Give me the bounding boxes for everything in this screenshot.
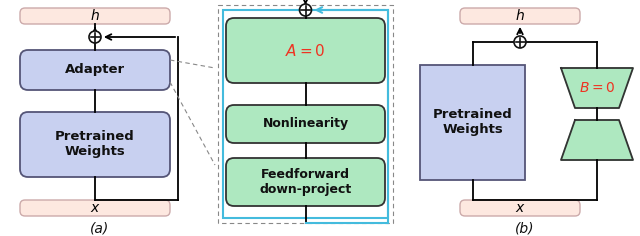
Text: $h$: $h$ [515,8,525,24]
Text: $x$: $x$ [90,201,100,215]
Circle shape [514,36,526,48]
FancyBboxPatch shape [226,18,385,83]
FancyBboxPatch shape [20,200,170,216]
FancyBboxPatch shape [20,112,170,177]
Circle shape [300,4,312,16]
Text: Pretrained
Weights: Pretrained Weights [55,131,135,159]
Text: (b): (b) [515,221,535,235]
Polygon shape [561,68,633,108]
FancyBboxPatch shape [20,50,170,90]
FancyBboxPatch shape [460,200,580,216]
FancyBboxPatch shape [20,8,170,24]
Text: Feedforward
down-project: Feedforward down-project [259,168,351,196]
FancyBboxPatch shape [460,8,580,24]
Bar [218,5,393,223]
Text: Nonlinearity: Nonlinearity [262,118,349,131]
Text: Pretrained
Weights: Pretrained Weights [433,109,513,136]
Text: Adapter: Adapter [65,63,125,76]
Text: $B=0$: $B=0$ [579,81,615,95]
Text: $A=0$: $A=0$ [285,42,326,59]
Polygon shape [561,120,633,160]
Text: $h$: $h$ [90,8,100,24]
FancyBboxPatch shape [226,158,385,206]
Bar [420,65,525,180]
Bar [223,10,388,218]
FancyBboxPatch shape [226,105,385,143]
Circle shape [89,31,101,43]
Text: $x$: $x$ [515,201,525,215]
Text: (a): (a) [90,221,109,235]
